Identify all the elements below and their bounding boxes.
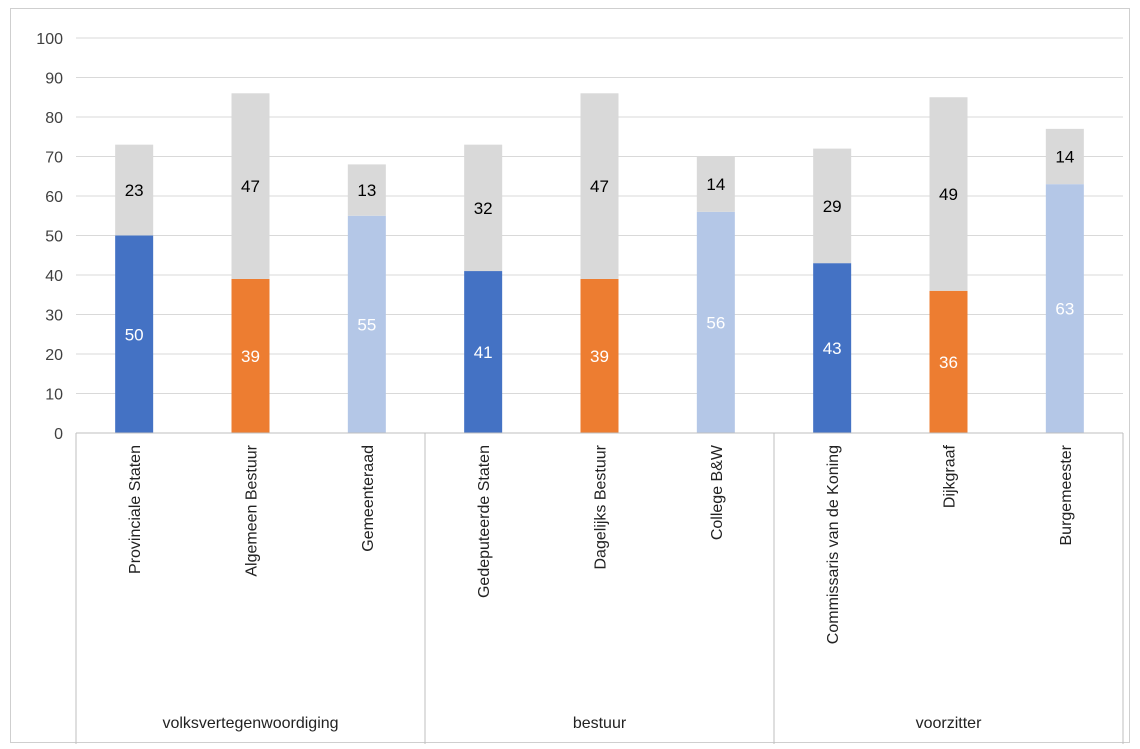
bar-segment <box>580 93 619 279</box>
data-label: 23 <box>125 181 144 200</box>
bar-segment <box>347 164 386 216</box>
bar-segment <box>115 235 154 433</box>
group-label: volksvertegenwoordiging <box>162 715 338 732</box>
bar-segment <box>115 144 154 236</box>
y-tick-label: 20 <box>45 347 63 364</box>
y-tick-label: 40 <box>45 268 63 285</box>
bar-segment <box>1045 184 1084 433</box>
data-label: 49 <box>939 185 958 204</box>
y-tick-label: 80 <box>45 110 63 127</box>
category-label: Gedeputeerde Staten <box>476 445 493 598</box>
category-label: Algemeen Bestuur <box>244 444 261 576</box>
category-label: Gemeenteraad <box>360 445 377 552</box>
category-label: Dijkgraaf <box>942 444 959 508</box>
category-label: Provinciale Staten <box>127 445 144 574</box>
bar-segment <box>464 144 503 272</box>
y-tick-label: 70 <box>45 150 63 167</box>
y-tick-label: 0 <box>54 426 63 443</box>
bar-segment <box>929 290 968 433</box>
y-tick-label: 90 <box>45 71 63 88</box>
data-label: 39 <box>590 347 609 366</box>
bar-segment <box>929 97 968 291</box>
data-label: 56 <box>706 313 725 332</box>
data-label: 39 <box>241 347 260 366</box>
bar-segment <box>231 93 270 279</box>
category-label: Dagelijks Bestuur <box>593 444 610 569</box>
group-label: bestuur <box>573 715 627 732</box>
data-label: 36 <box>939 353 958 372</box>
category-label: Commissaris van de Koning <box>825 445 842 644</box>
bar-segment <box>696 211 735 433</box>
chart-frame: 0 10 20 30 40 50 60 70 80 90 100 50 39 55 41 39 56 43 36 63… <box>10 8 1130 744</box>
bar-segment <box>580 278 619 433</box>
data-label: 50 <box>125 325 144 344</box>
bar-segment <box>231 278 270 433</box>
stacked-bar-chart: 0 10 20 30 40 50 60 70 80 90 100 50 39 55 41 39 56 43 36 63… <box>36 31 1124 744</box>
category-label: College B&W <box>709 444 726 540</box>
y-tick-label: 100 <box>36 31 63 48</box>
data-label: 55 <box>357 315 376 334</box>
data-label: 43 <box>823 339 842 358</box>
data-label: 63 <box>1055 300 1074 319</box>
data-label: 13 <box>357 181 376 200</box>
data-label: 14 <box>1055 148 1074 167</box>
bar-segment <box>347 215 386 433</box>
data-label: 14 <box>706 175 725 194</box>
y-tick-label: 30 <box>45 308 63 325</box>
category-label: Burgemeester <box>1058 444 1075 545</box>
data-label: 29 <box>823 197 842 216</box>
data-label: 47 <box>590 177 609 196</box>
y-tick-label: 60 <box>45 189 63 206</box>
bar-segment <box>813 148 852 264</box>
bar-segment <box>696 156 735 212</box>
data-label: 41 <box>474 343 493 362</box>
y-tick-label: 10 <box>45 387 63 404</box>
group-label: voorzitter <box>916 715 982 732</box>
bar-segment <box>1045 128 1084 185</box>
bar-segment <box>464 271 503 433</box>
data-label: 32 <box>474 199 493 218</box>
bar-segment <box>813 263 852 433</box>
data-label: 47 <box>241 177 260 196</box>
y-tick-label: 50 <box>45 229 63 246</box>
